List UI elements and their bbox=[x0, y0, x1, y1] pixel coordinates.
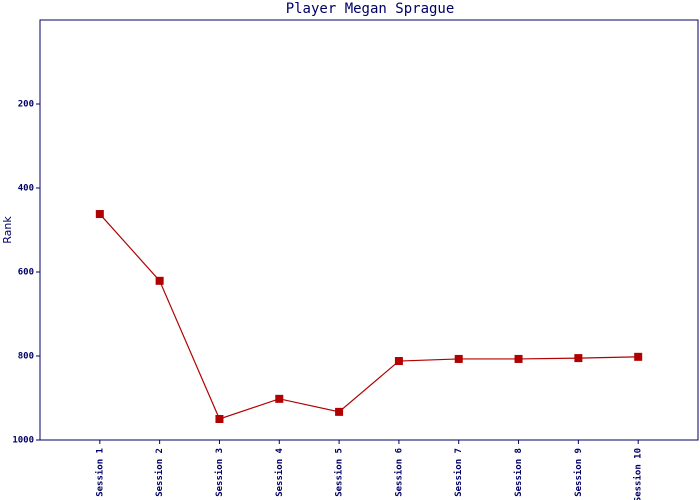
data-point bbox=[574, 354, 583, 363]
x-tick-label: Session 5 bbox=[334, 448, 345, 497]
data-point bbox=[335, 407, 344, 416]
x-tick-label: Session 1 bbox=[94, 448, 105, 497]
x-tick-label: Session 8 bbox=[513, 448, 524, 497]
y-tick-label: 600 bbox=[18, 268, 34, 278]
x-tick-label: Session 10 bbox=[633, 448, 644, 500]
data-point bbox=[275, 394, 284, 403]
x-tick-label: Session 3 bbox=[214, 448, 225, 497]
y-axis-label: Rank bbox=[1, 216, 14, 244]
x-tick-label: Session 7 bbox=[453, 448, 464, 497]
data-point bbox=[394, 357, 403, 366]
data-point bbox=[95, 210, 104, 219]
chart-title: Player Megan Sprague bbox=[286, 1, 455, 17]
x-tick-label: Session 6 bbox=[393, 448, 404, 497]
data-point bbox=[634, 352, 643, 361]
x-tick-label: Session 9 bbox=[573, 448, 584, 497]
data-point bbox=[514, 354, 523, 363]
y-tick-label: 400 bbox=[18, 184, 34, 194]
series-line bbox=[99, 213, 639, 420]
x-tick-label: Session 2 bbox=[154, 448, 165, 497]
y-tick-label: 1000 bbox=[12, 436, 34, 446]
y-tick-label: 800 bbox=[18, 352, 34, 362]
data-point bbox=[215, 415, 224, 423]
plot-frame bbox=[39, 19, 699, 441]
x-tick-label: Session 4 bbox=[274, 447, 285, 496]
y-tick-label: 200 bbox=[18, 100, 34, 110]
data-point bbox=[454, 354, 463, 363]
data-point bbox=[155, 276, 164, 285]
